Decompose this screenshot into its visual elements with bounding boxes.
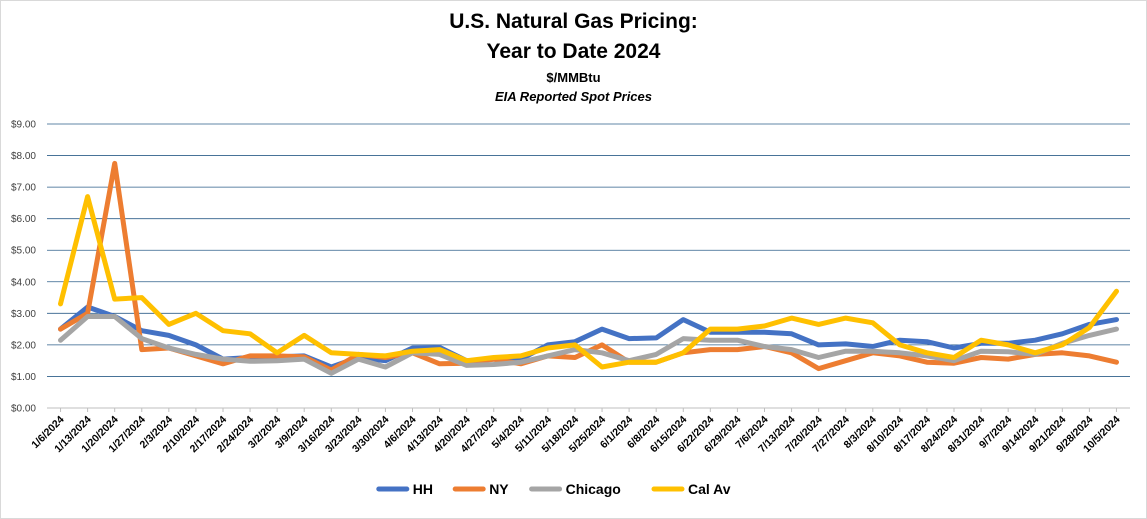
series-line-ny xyxy=(58,160,1119,373)
series-lines xyxy=(58,160,1119,376)
y-tick-label: $3.00 xyxy=(11,309,36,320)
y-tick-label: $7.00 xyxy=(11,183,36,194)
y-tick-label: $6.00 xyxy=(11,214,36,225)
series-line-cal-av xyxy=(58,194,1119,370)
legend-label-cal-av: Cal Av xyxy=(688,481,731,497)
legend: HH NY Chicago Cal Av xyxy=(376,481,731,497)
chart-title-line-2: Year to Date 2024 xyxy=(486,40,661,63)
chart-title: U.S. Natural Gas Pricing: xyxy=(449,10,698,33)
chart-unit: $/MMBtu xyxy=(546,70,601,85)
y-tick-label: $8.00 xyxy=(11,151,36,162)
series-line-chicago xyxy=(58,314,1119,376)
y-tick-label: $4.00 xyxy=(11,277,36,288)
y-tick-label: $5.00 xyxy=(11,246,36,257)
gridlines xyxy=(47,123,1130,409)
legend-label-hh: HH xyxy=(413,481,433,497)
y-tick-label: $2.00 xyxy=(11,340,36,351)
y-tick-label: $9.00 xyxy=(11,120,36,131)
chart-subtitle: EIA Reported Spot Prices xyxy=(495,89,652,104)
legend-label-chicago: Chicago xyxy=(566,481,621,497)
y-axis: $0.00 $1.00 $2.00 $3.00 $4.00 $5.00 $6.00 $7.00… xyxy=(11,120,36,415)
x-axis: 1/6/20241/13/20241/20/20241/27/20242/3/2… xyxy=(29,408,1123,455)
legend-label-ny: NY xyxy=(489,481,509,497)
y-tick-label: $0.00 xyxy=(11,404,36,415)
y-tick-label: $1.00 xyxy=(11,372,36,383)
